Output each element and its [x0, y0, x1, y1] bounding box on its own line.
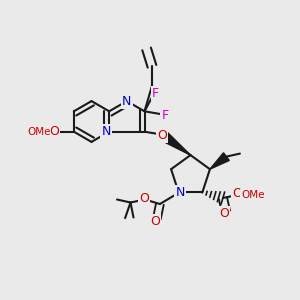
Text: N: N — [122, 94, 131, 108]
Text: N: N — [101, 125, 111, 138]
Text: O: O — [219, 207, 229, 220]
Text: OMe: OMe — [241, 190, 265, 200]
Text: O: O — [50, 125, 59, 138]
Polygon shape — [160, 131, 191, 155]
Text: O: O — [157, 129, 167, 142]
Text: O: O — [232, 187, 242, 200]
Text: O: O — [139, 191, 149, 205]
Text: F: F — [161, 109, 169, 122]
Text: F: F — [152, 87, 159, 100]
Text: OMe: OMe — [27, 127, 50, 137]
Text: N: N — [175, 185, 185, 199]
Text: O: O — [150, 215, 160, 228]
Polygon shape — [210, 153, 229, 169]
